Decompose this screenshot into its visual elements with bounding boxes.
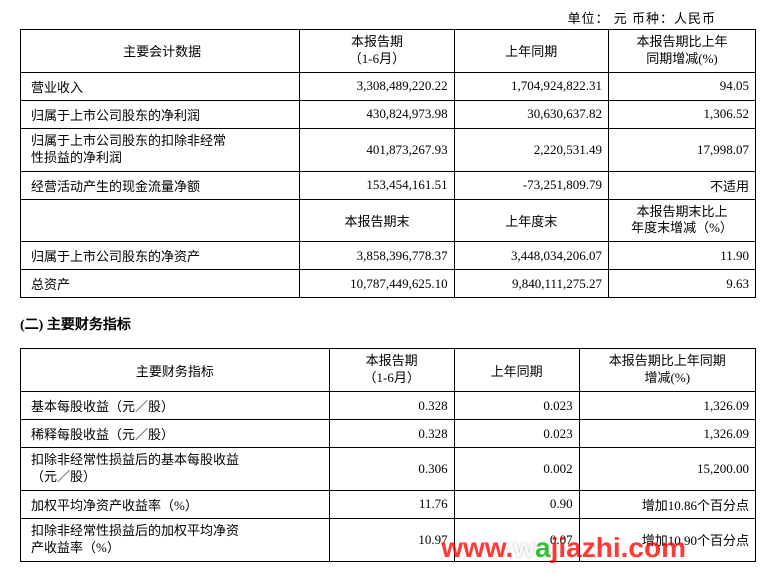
row-value: 0.07	[454, 518, 579, 561]
table-header-row: 主要会计数据 本报告期 （1-6月） 上年同期 本报告期比上年 同期增减(%)	[21, 30, 756, 73]
table-row: 总资产 10,787,449,625.10 9,840,111,275.27 9…	[21, 270, 756, 298]
row-label: 扣除非经常性损益后的加权平均净资 产收益率（%）	[21, 518, 330, 561]
header-change: 本报告期比上年 同期增减(%)	[608, 30, 755, 73]
row-value: -73,251,809.79	[454, 171, 608, 199]
row-label: 归属于上市公司股东的净资产	[21, 242, 300, 270]
row-value: 2,220,531.49	[454, 128, 608, 171]
row-value: 增加10.86个百分点	[579, 490, 755, 518]
accounting-data-table: 主要会计数据 本报告期 （1-6月） 上年同期 本报告期比上年 同期增减(%) …	[20, 29, 756, 298]
row-value: 1,326.09	[579, 420, 755, 448]
row-label: 归属于上市公司股东的净利润	[21, 100, 300, 128]
row-value: 94.05	[608, 72, 755, 100]
row-value: 0.90	[454, 490, 579, 518]
table-row: 经营活动产生的现金流量净额 153,454,161.51 -73,251,809…	[21, 171, 756, 199]
table-row: 归属于上市公司股东的扣除非经常 性损益的净利润 401,873,267.93 2…	[21, 128, 756, 171]
row-value: 10.97	[329, 518, 454, 561]
row-value: 3,448,034,206.07	[454, 242, 608, 270]
row-label: 扣除非经常性损益后的基本每股收益 （元／股）	[21, 448, 330, 491]
row-value: 3,308,489,220.22	[300, 72, 454, 100]
row-value: 153,454,161.51	[300, 171, 454, 199]
section-title-financial-indicators: (二) 主要财务指标	[20, 314, 756, 334]
row-value: 401,873,267.93	[300, 128, 454, 171]
header-item: 主要财务指标	[21, 349, 330, 392]
header-change: 本报告期比上年同期 增减(%)	[579, 349, 755, 392]
header-prior: 上年同期	[454, 349, 579, 392]
row-label: 加权平均净资产收益率（%）	[21, 490, 330, 518]
row-value: 3,858,396,778.37	[300, 242, 454, 270]
row-value: 增加10.90个百分点	[579, 518, 755, 561]
row-label: 基本每股收益（元／股）	[21, 392, 330, 420]
row-value: 430,824,973.98	[300, 100, 454, 128]
subheader-change: 本报告期末比上 年度末增减（%）	[608, 199, 755, 242]
row-value: 0.002	[454, 448, 579, 491]
row-label: 归属于上市公司股东的扣除非经常 性损益的净利润	[21, 128, 300, 171]
row-value: 0.023	[454, 392, 579, 420]
row-value: 0.023	[454, 420, 579, 448]
table-row: 扣除非经常性损益后的加权平均净资 产收益率（%） 10.97 0.07 增加10…	[21, 518, 756, 561]
row-value: 9,840,111,275.27	[454, 270, 608, 298]
row-label: 稀释每股收益（元／股）	[21, 420, 330, 448]
row-label: 总资产	[21, 270, 300, 298]
table-row: 加权平均净资产收益率（%） 11.76 0.90 增加10.86个百分点	[21, 490, 756, 518]
financial-indicators-table: 主要财务指标 本报告期 （1-6月） 上年同期 本报告期比上年同期 增减(%) …	[20, 348, 756, 561]
header-prior: 上年同期	[454, 30, 608, 73]
row-value: 0.328	[329, 392, 454, 420]
subheader-period-end: 本报告期末	[300, 199, 454, 242]
table-row: 基本每股收益（元／股） 0.328 0.023 1,326.09	[21, 392, 756, 420]
row-value: 10,787,449,625.10	[300, 270, 454, 298]
row-value: 1,306.52	[608, 100, 755, 128]
row-value: 0.328	[329, 420, 454, 448]
row-value: 1,326.09	[579, 392, 755, 420]
row-value: 15,200.00	[579, 448, 755, 491]
header-period: 本报告期 （1-6月）	[300, 30, 454, 73]
table-row: 营业收入 3,308,489,220.22 1,704,924,822.31 9…	[21, 72, 756, 100]
header-period: 本报告期 （1-6月）	[329, 349, 454, 392]
row-label: 经营活动产生的现金流量净额	[21, 171, 300, 199]
row-value: 0.306	[329, 448, 454, 491]
subheader-prior-end: 上年度末	[454, 199, 608, 242]
row-value: 30,630,637.82	[454, 100, 608, 128]
row-label: 营业收入	[21, 72, 300, 100]
table-row: 归属于上市公司股东的净利润 430,824,973.98 30,630,637.…	[21, 100, 756, 128]
table-header-row: 主要财务指标 本报告期 （1-6月） 上年同期 本报告期比上年同期 增减(%)	[21, 349, 756, 392]
row-value: 17,998.07	[608, 128, 755, 171]
row-value: 不适用	[608, 171, 755, 199]
header-item: 主要会计数据	[21, 30, 300, 73]
table-subheader-row: 本报告期末 上年度末 本报告期末比上 年度末增减（%）	[21, 199, 756, 242]
row-value: 11.76	[329, 490, 454, 518]
table-row: 稀释每股收益（元／股） 0.328 0.023 1,326.09	[21, 420, 756, 448]
subheader-blank	[21, 199, 300, 242]
row-value: 11.90	[608, 242, 755, 270]
unit-currency-line: 单位： 元 币种：人民币	[20, 8, 756, 27]
table-row: 扣除非经常性损益后的基本每股收益 （元／股） 0.306 0.002 15,20…	[21, 448, 756, 491]
row-value: 1,704,924,822.31	[454, 72, 608, 100]
row-value: 9.63	[608, 270, 755, 298]
table-row: 归属于上市公司股东的净资产 3,858,396,778.37 3,448,034…	[21, 242, 756, 270]
